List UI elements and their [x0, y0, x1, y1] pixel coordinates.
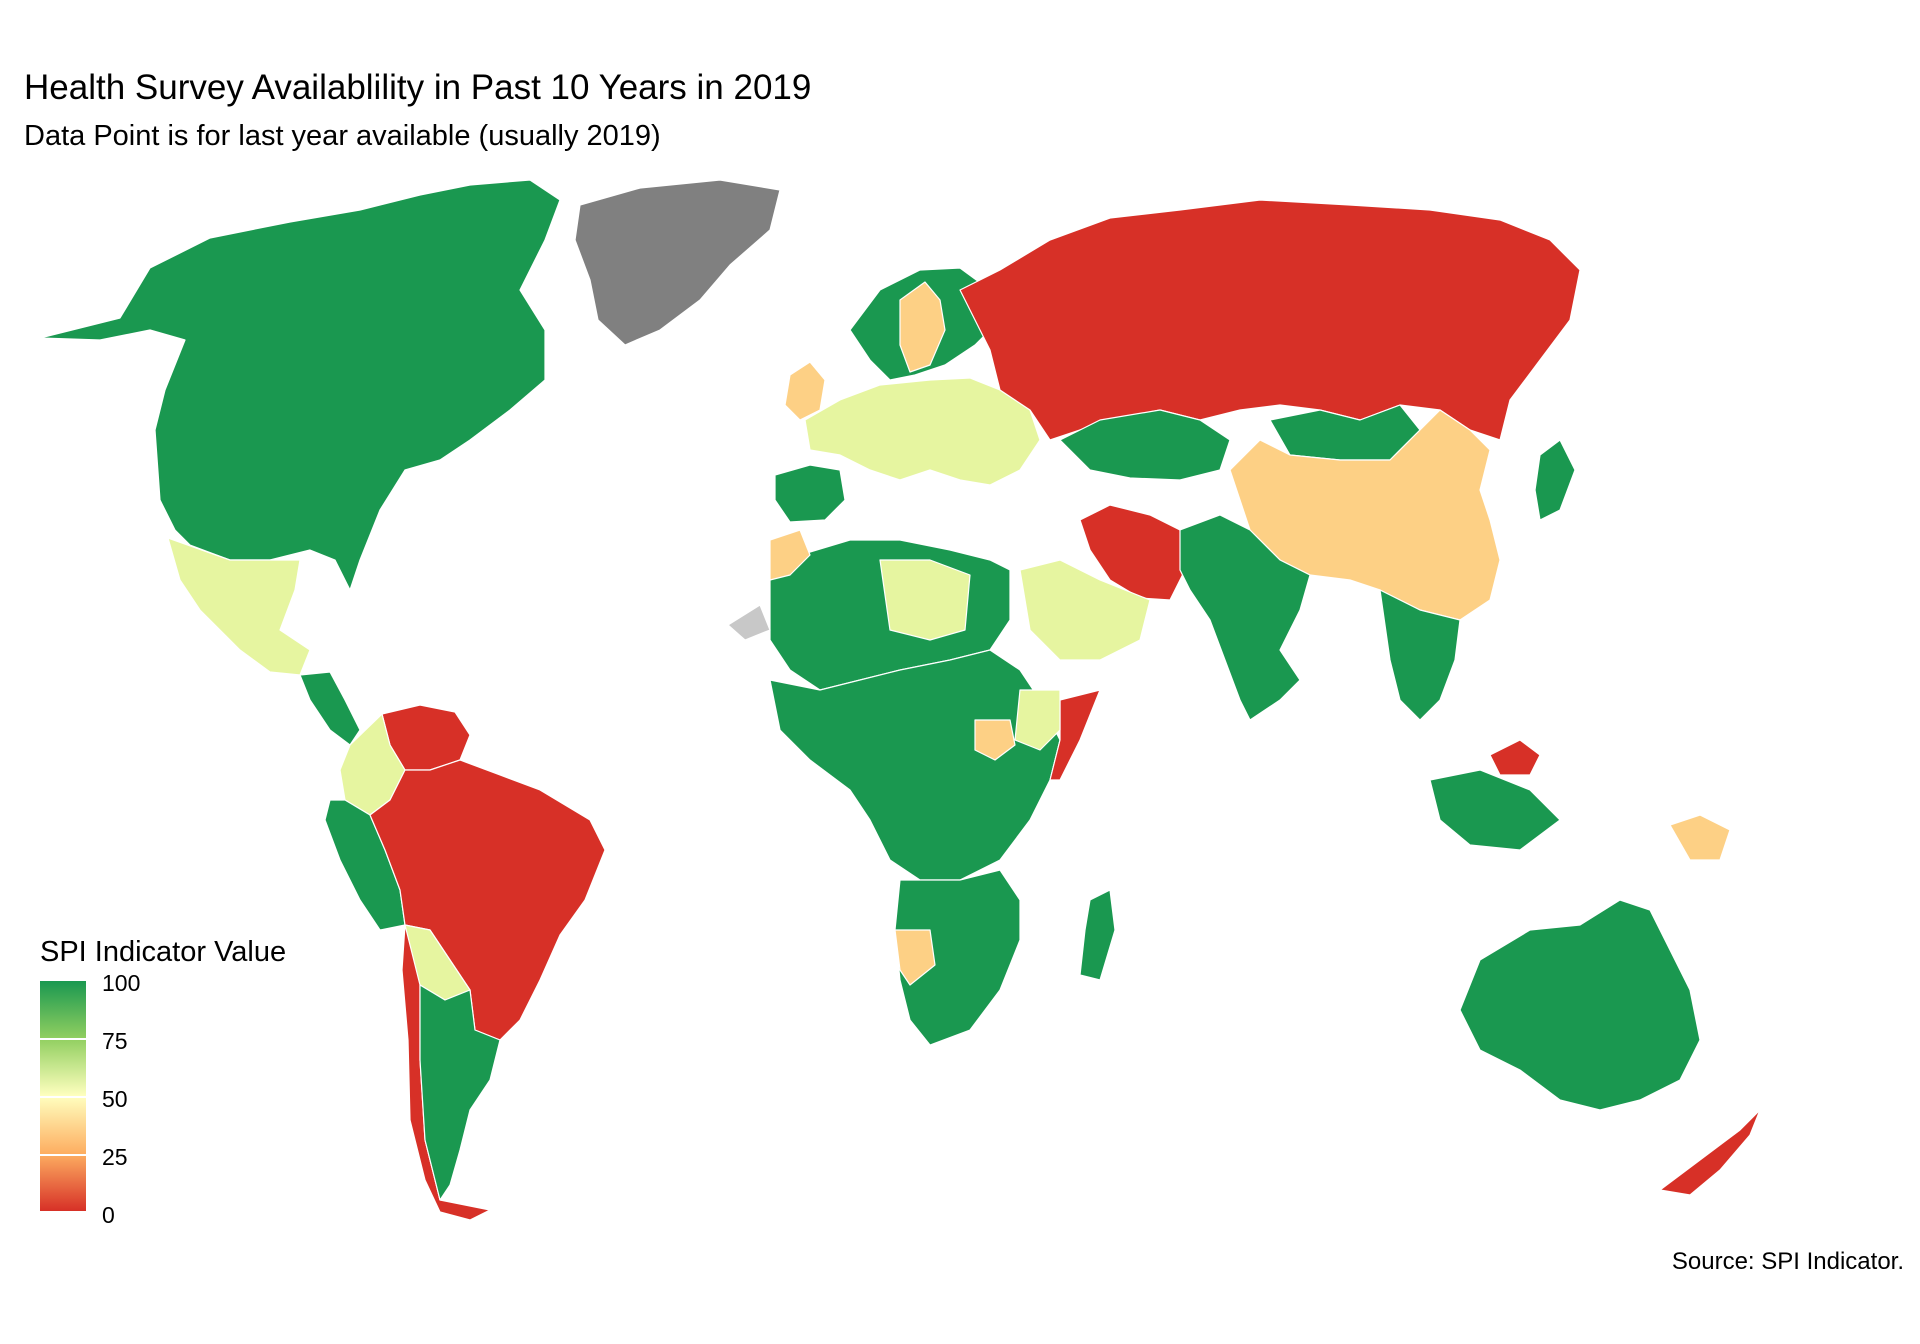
- region-saudi-arabia: [1019, 559, 1151, 661]
- legend-tick-100: 100: [102, 970, 141, 996]
- legend-tick-75: 75: [102, 1028, 128, 1054]
- region-iran: [1079, 504, 1186, 601]
- region-libya: [879, 559, 971, 641]
- map-subtitle: Data Point is for last year available (u…: [24, 120, 661, 152]
- region-papua-new-guinea: [1669, 814, 1731, 861]
- legend-tick-line-50: [40, 1096, 86, 1098]
- region-western-sahara: [727, 604, 771, 641]
- region-central-africa: [769, 649, 1061, 881]
- legend-tick-0: 0: [102, 1202, 115, 1228]
- region-southern-africa: [894, 869, 1021, 1046]
- region-europe: [804, 377, 1041, 486]
- region-russia: [959, 199, 1581, 441]
- region-ethiopia: [1014, 689, 1061, 751]
- map-title: Health Survey Availablility in Past 10 Y…: [24, 68, 812, 107]
- region-namibia: [894, 929, 936, 986]
- region-mexico: [167, 537, 311, 676]
- region-north-america: [39, 179, 561, 591]
- region-southeast-asia: [1379, 589, 1461, 721]
- region-united-kingdom: [784, 361, 826, 421]
- region-india: [1179, 514, 1311, 721]
- region-argentina: [419, 984, 501, 1201]
- region-morocco: [769, 529, 811, 581]
- region-madagascar: [1079, 889, 1116, 981]
- region-central-america: [299, 671, 361, 746]
- region-south-sudan: [974, 719, 1016, 761]
- legend-tick-25: 25: [102, 1144, 128, 1170]
- region-malaysia: [1489, 739, 1541, 776]
- legend-title: SPI Indicator Value: [40, 936, 287, 968]
- region-new-zealand: [1659, 1109, 1761, 1196]
- source-caption: Source: SPI Indicator.: [1671, 1248, 1904, 1275]
- region-sweden: [899, 281, 946, 373]
- region-australia: [1459, 899, 1701, 1111]
- region-kazakhstan: [1059, 409, 1231, 481]
- region-china: [1229, 409, 1501, 621]
- legend-tick-50: 50: [102, 1086, 128, 1112]
- legend-tick-line-25: [40, 1154, 86, 1156]
- region-brazil: [369, 759, 606, 1041]
- region-greenland: [574, 179, 781, 346]
- region-japan: [1534, 439, 1576, 521]
- region-spain: [774, 464, 846, 523]
- region-somalia: [1049, 689, 1101, 781]
- legend-tick-line-75: [40, 1038, 86, 1040]
- region-indonesia: [1429, 769, 1561, 851]
